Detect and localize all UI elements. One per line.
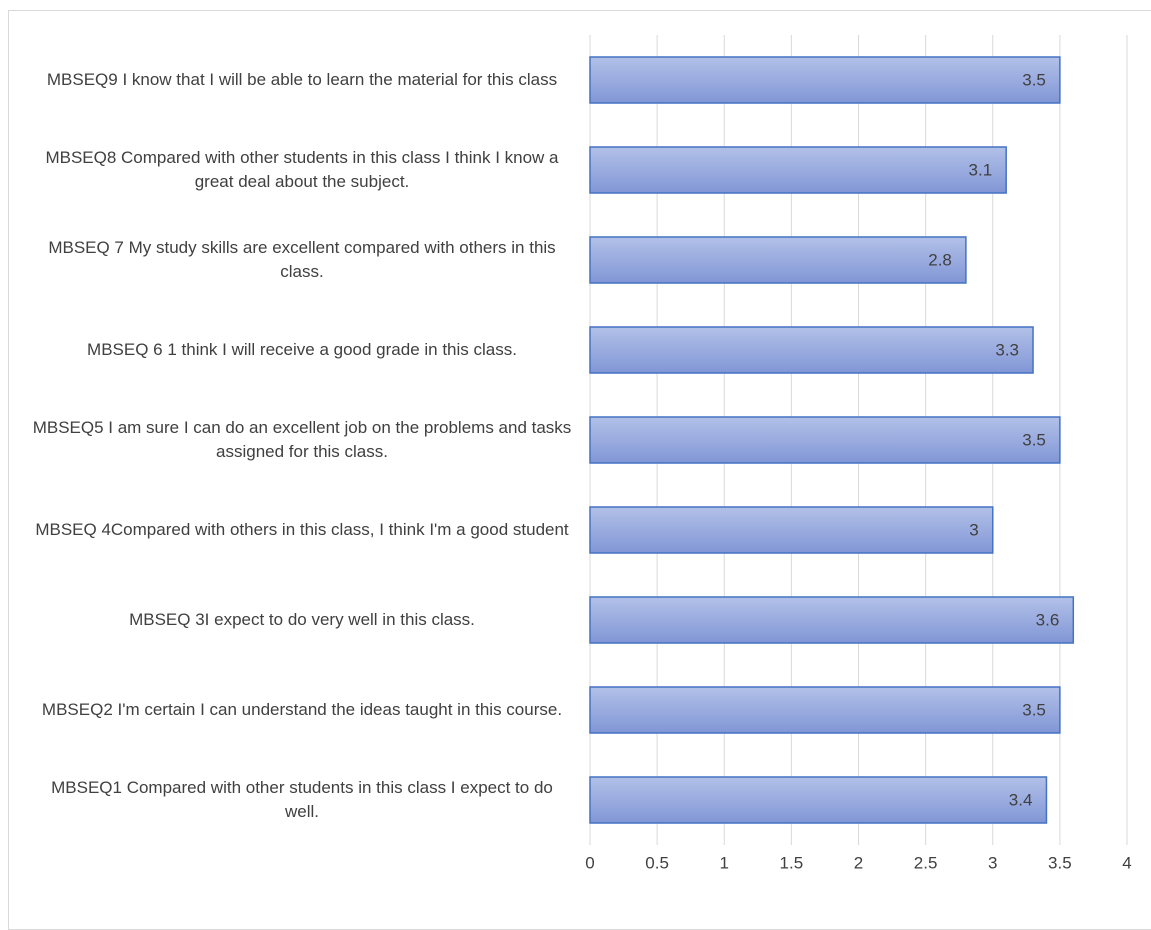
category-label: MBSEQ5 I am sure I can do an excellent j…: [32, 418, 572, 461]
bar: [589, 686, 1061, 734]
value-label: 3.1: [969, 160, 993, 179]
category-label: MBSEQ 3I expect to do very well in this …: [129, 610, 475, 629]
category-label: MBSEQ2 I'm certain I can understand the …: [41, 700, 563, 719]
bar: [589, 236, 967, 284]
category-label: MBSEQ 7 My study skills are excellent co…: [48, 238, 556, 281]
category-label: MBSEQ 6 1 think I will receive a good gr…: [87, 340, 517, 359]
value-label: 3.5: [1022, 70, 1046, 89]
bar: [589, 776, 1048, 824]
x-tick-label: 2.5: [914, 853, 938, 872]
x-tick-label: 0.5: [645, 853, 669, 872]
value-label: 2.8: [928, 250, 952, 269]
bar: [589, 56, 1061, 104]
category-label: MBSEQ1 Compared with other students in t…: [51, 778, 553, 821]
x-tick-label: 0: [585, 853, 594, 872]
value-label: 3.4: [1009, 790, 1033, 809]
bar: [589, 506, 994, 554]
x-tick-label: 4: [1122, 853, 1131, 872]
value-label: 3.6: [1036, 610, 1060, 629]
category-label: MBSEQ 4Compared with others in this clas…: [35, 520, 569, 539]
category-label: MBSEQ9 I know that I will be able to lea…: [46, 70, 558, 89]
x-tick-label: 2: [854, 853, 863, 872]
bar: [589, 596, 1075, 644]
x-tick-label: 3.5: [1048, 853, 1072, 872]
value-label: 3: [969, 520, 978, 539]
bar: [589, 146, 1007, 194]
x-tick-label: 1.5: [780, 853, 804, 872]
value-label: 3.5: [1022, 430, 1046, 449]
category-label: MBSEQ8 Compared with other students in t…: [45, 148, 559, 191]
bar: [589, 416, 1061, 464]
x-tick-label: 3: [988, 853, 997, 872]
x-tick-label: 1: [720, 853, 729, 872]
bar: [589, 326, 1034, 374]
value-label: 3.5: [1022, 700, 1046, 719]
value-label: 3.3: [995, 340, 1019, 359]
